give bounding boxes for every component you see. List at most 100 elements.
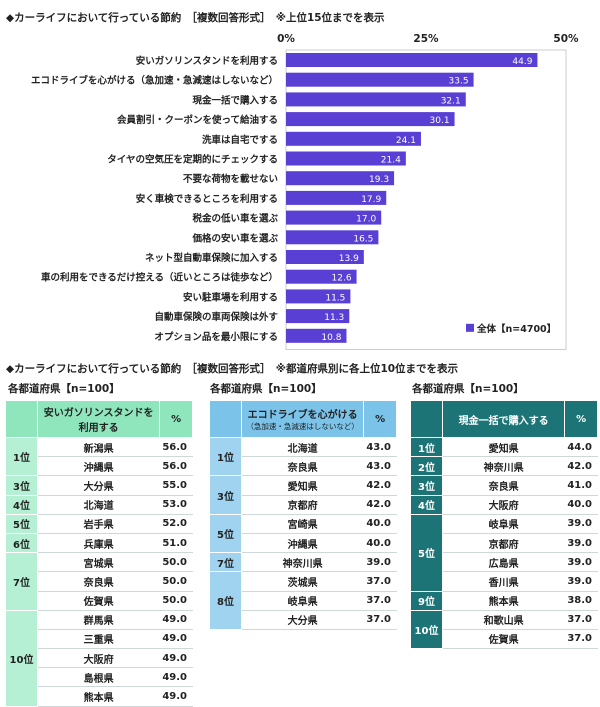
bar [286,171,395,186]
prefecture-cell: 岐阜県 [240,590,365,611]
bar [286,309,350,324]
prefecture-cell: 京都府 [240,494,365,515]
category-label: 安く車検できるところを利用する [136,193,278,205]
category-label: 安いガソリンスタンドを利用する [136,55,278,67]
rank-cell: 5位 [410,513,443,592]
item-header-text: 安いガソリンスタンドを利用する [43,408,154,434]
prefecture-cell: 佐賀県 [441,628,566,650]
percent-cell: 43.0 [363,456,397,477]
section-title: ◆カーライフにおいて行っている節約 ［複数回答形式］ ※都道府県別に各上位10位… [6,363,459,375]
prefecture-cell: 大阪府 [36,648,161,669]
x-tick-label: 50% [553,33,579,45]
percent-cell: 37.0 [363,571,397,592]
table-row: 佐賀県 50.0 [6,590,193,611]
percent-cell: 56.0 [159,456,193,477]
category-label: 車の利用をできるだけ控える（近いところは徒歩など） [41,272,278,284]
prefecture-cell: 京都府 [441,532,566,554]
data-label: 12.6 [332,274,352,284]
prefecture-cell: 岐阜県 [441,513,566,534]
prefecture-cell: 熊本県 [441,590,566,611]
ranking-table-gas-station: 安いガソリンスタンドを利用する% 1位 新潟県 56.0 沖縄県 56.0 3位 大分県 55.… [5,400,193,707]
rank-cell: 7位 [5,552,38,611]
prefecture-cell: 佐賀県 [36,590,161,611]
item-header-text: エコドライブを心がける [247,410,358,421]
percent-header: % [564,400,598,438]
percent-cell: 37.0 [564,609,598,630]
bar [286,112,455,127]
bar [286,92,466,107]
table-caption-3: 各都道府県【n=100】 [412,383,524,395]
percent-cell: 43.0 [363,436,397,458]
rank-cell: 7位 [209,552,242,573]
table-row: 5位 岩手県 52.0 [5,513,193,534]
percent-cell: 38.0 [564,590,598,611]
percent-cell: 42.0 [363,475,397,496]
percent-header: % [363,400,397,438]
percent-cell: 37.0 [363,609,397,630]
data-label: 11.5 [325,293,345,303]
bar [286,131,421,146]
table-row: 7位 神奈川県 39.0 [209,552,397,573]
rank-cell: 4位 [410,494,443,515]
data-label: 11.3 [324,313,344,323]
prefecture-cell: 兵庫県 [36,532,161,554]
category-label: オプション品を最小限にする [154,331,278,343]
percent-cell: 50.0 [159,590,193,611]
rank-cell: 8位 [209,571,242,630]
rank-cell: 1位 [410,436,443,458]
percent-cell: 40.0 [363,513,397,534]
prefecture-cell: 奈良県 [36,571,161,592]
rank-cell: 1位 [209,436,242,477]
bar [286,210,382,225]
table-row: 9位 熊本県 38.0 [410,590,598,611]
rank-header [5,400,38,438]
prefecture-cell: 沖縄県 [240,532,365,554]
prefecture-cell: 北海道 [240,436,365,458]
prefecture-cell: 熊本県 [36,686,161,707]
percent-cell: 39.0 [564,571,598,592]
table-row: 3位 大分県 55.0 [5,475,193,496]
percent-cell: 42.0 [363,494,397,515]
percent-cell: 39.0 [564,513,598,534]
table-row: 8位 茨城県 37.0 [209,571,397,630]
item-header-text: 現金一括で購入する [458,415,549,427]
data-label: 44.9 [512,57,532,67]
table-row: 1位 新潟県 56.0 [5,436,193,477]
item-header: 安いガソリンスタンドを利用する [36,400,161,438]
item-header: 現金一括で購入する [441,400,566,438]
percent-cell: 49.0 [159,648,193,669]
percent-cell: 56.0 [159,436,193,458]
rank-cell: 6位 [5,532,38,554]
category-label: ネット型自動車保険に加入する [145,252,278,264]
prefecture-cell: 群馬県 [36,609,161,630]
rank-cell: 5位 [5,513,38,534]
table-row: 5位 宮崎県 40.0 [209,513,397,554]
table-row: 3位 愛知県 42.0 [209,475,397,515]
prefecture-cell: 愛知県 [441,436,566,458]
legend-swatch [466,323,474,332]
bar [286,230,379,245]
table-caption-1: 各都道府県【n=100】 [8,383,120,395]
ranking-table-eco-drive: エコドライブを心がける （急加速・急減速はしないなど）% 1位 北海道 43.0 奈良県 4… [209,400,397,630]
table-row: 京都府 39.0 [411,532,598,554]
table-row: 7位 宮城県 50.0 [5,552,193,611]
legend-label: 全体【n=4700】 [476,323,556,335]
data-label: 33.5 [449,77,469,87]
prefecture-cell: 神奈川県 [240,552,365,573]
prefecture-cell: 香川県 [441,571,566,592]
category-label: 税金の低い車を選ぶ [192,213,278,225]
rank-cell: 9位 [410,590,443,611]
prefecture-cell: 奈良県 [240,456,365,477]
table-row: 3位 奈良県 41.0 [410,475,598,496]
category-label: エコドライブを心がける（急加速・急減速はしないなど） [31,75,278,87]
rank-cell: 1位 [5,436,38,477]
rank-cell: 4位 [5,494,38,515]
prefecture-cell: 愛知県 [240,475,365,496]
percent-cell: 49.0 [159,686,193,707]
category-label: 安い駐車場を利用する [183,291,278,303]
table-row: 4位 北海道 53.0 [5,494,193,515]
data-label: 30.1 [430,116,450,126]
category-label: 会員割引・クーポンを使って給油する [117,114,278,126]
data-label: 24.1 [396,136,416,146]
rank-cell: 10位 [410,609,443,650]
